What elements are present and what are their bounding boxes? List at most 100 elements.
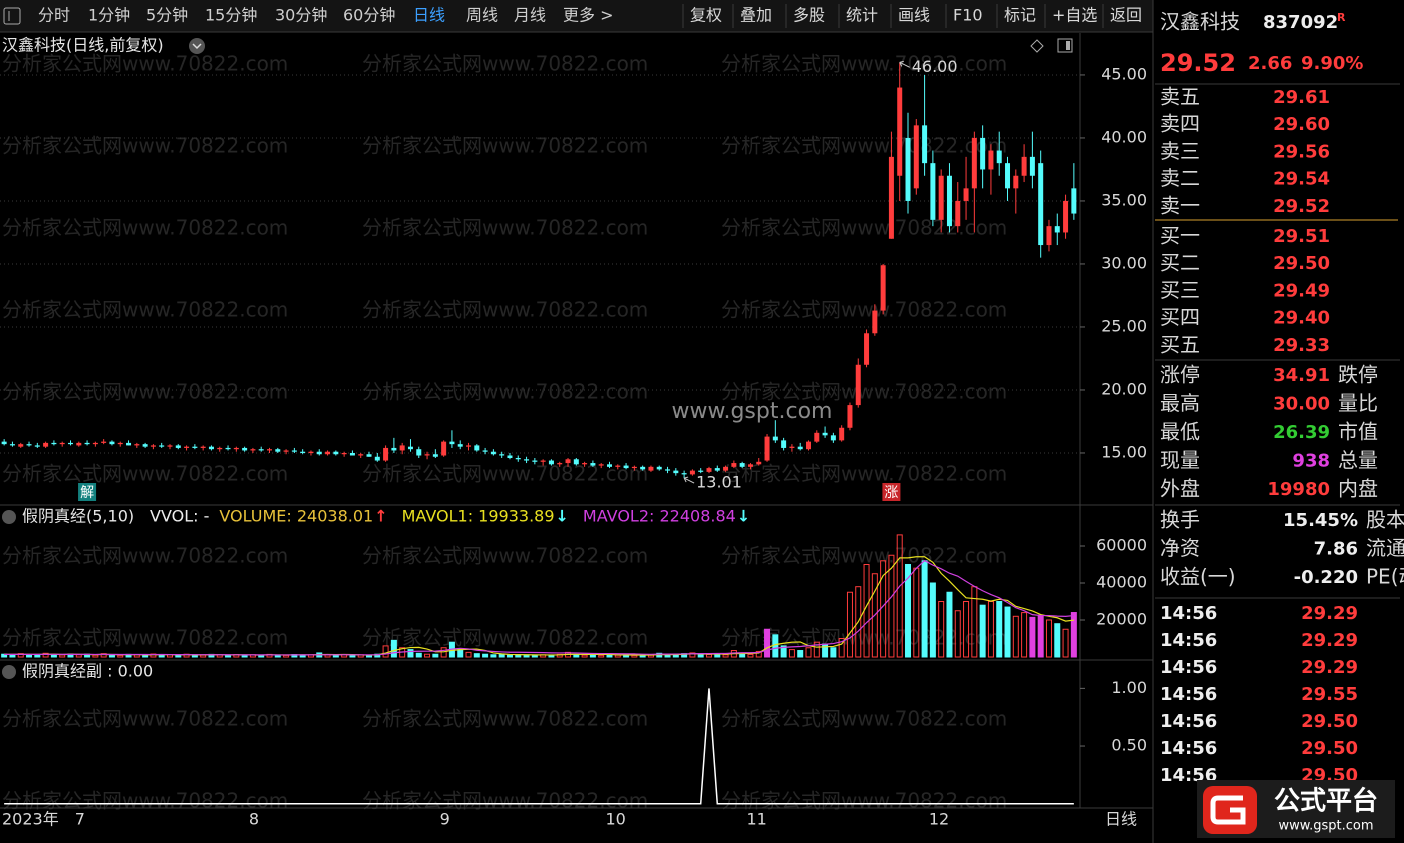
indicator-menu-icon[interactable] [2, 665, 16, 679]
tick-price: 29.50 [1301, 711, 1358, 732]
toolbar-button[interactable]: 画线 [898, 6, 930, 25]
indicator-menu-icon[interactable] [2, 510, 16, 524]
toolbar-button[interactable]: 返回 [1110, 6, 1142, 25]
volume-bar [705, 654, 712, 658]
panel-toggle-icon[interactable] [1057, 38, 1073, 53]
candle-body [781, 440, 787, 448]
candle-body [43, 442, 49, 447]
stat-label: 换手 [1160, 508, 1200, 532]
panel-toggle-fill [1066, 41, 1070, 50]
candle-body [192, 446, 198, 448]
candle-body [34, 445, 40, 447]
period-tab[interactable]: 5分钟 [146, 6, 188, 25]
candle-body [308, 451, 314, 453]
candle-body [341, 452, 347, 455]
candle-body [747, 464, 753, 467]
tick-price: 29.50 [1301, 738, 1358, 759]
watermark: 分析家公式网www.70822.com [362, 707, 648, 731]
volume-bar [490, 654, 497, 658]
watermark: 分析家公式网www.70822.com [2, 134, 288, 158]
period-tab[interactable]: 更多 > [563, 6, 614, 25]
candle-body [432, 454, 438, 457]
candle-body [731, 463, 737, 467]
event-marker-label: 解 [80, 485, 94, 501]
period-tab[interactable]: 分时 [38, 6, 70, 25]
candle-body [1021, 156, 1027, 176]
candle-body [383, 447, 389, 461]
volume-bar [946, 591, 953, 658]
period-tab[interactable]: 15分钟 [205, 6, 257, 25]
title-menu-icon[interactable] [189, 38, 205, 54]
candle-body [499, 454, 505, 456]
stat-label: 外盘 [1160, 477, 1200, 501]
candle-body [573, 459, 579, 465]
toolbar-button[interactable]: F10 [953, 6, 983, 25]
menu-icon[interactable] [3, 7, 21, 25]
volume-bar [755, 650, 762, 658]
candle-body [349, 452, 355, 456]
book-label: 买四 [1160, 305, 1200, 329]
x-tick-label: 9 [440, 810, 450, 829]
volume-bar [9, 654, 16, 658]
watermark: 分析家公式网www.70822.com [362, 134, 648, 158]
toolbar-button[interactable]: 复权 [690, 6, 722, 25]
volume-bar [780, 645, 787, 658]
book-label: 卖四 [1160, 112, 1200, 136]
candle-body [532, 460, 538, 462]
volume-bar [838, 637, 845, 658]
candle-body [540, 460, 546, 462]
legend-prefix: VVOL: - [150, 507, 209, 526]
chart-title: 假阴真经(5,10) [22, 507, 134, 526]
toolbar-button[interactable]: 标记 [1004, 6, 1036, 25]
price-change: 2.66 [1248, 53, 1292, 74]
book-label: 买二 [1160, 251, 1200, 275]
watermark: 分析家公式网www.70822.com [2, 626, 288, 650]
period-tab[interactable]: 1分钟 [88, 6, 130, 25]
candle-body [134, 444, 140, 446]
diamond-icon[interactable] [1030, 39, 1044, 53]
period-label: 日线 [1105, 810, 1137, 829]
period-tab[interactable]: 日线 [413, 6, 445, 25]
candle-body [101, 441, 107, 443]
event-marker[interactable] [78, 483, 97, 501]
candle-body [1013, 175, 1019, 189]
period-tab[interactable]: 月线 [514, 6, 546, 25]
logo-url: www.gspt.com [1278, 819, 1373, 834]
tick-time: 14:56 [1160, 738, 1217, 759]
stat-label: 最高 [1160, 391, 1200, 415]
book-label: 卖二 [1160, 166, 1200, 190]
candle-body [681, 473, 687, 475]
candle-body [474, 445, 480, 451]
volume-bar [407, 649, 414, 658]
candle-body [515, 458, 521, 460]
volume-bar [26, 654, 33, 658]
volume-bar [1, 653, 8, 658]
candle-body [673, 470, 679, 474]
toolbar-button[interactable]: 多股 [793, 6, 825, 25]
candle-body [167, 445, 173, 447]
x-tick-label: 11 [746, 810, 766, 829]
candle-body [1, 441, 7, 445]
period-tab[interactable]: 周线 [466, 6, 498, 25]
book-label: 买三 [1160, 278, 1200, 302]
legend-entry: VOLUME: 24038.01 [219, 507, 373, 526]
candle-body [631, 466, 637, 469]
volume-bar [1029, 616, 1036, 658]
toolbar-button[interactable]: 叠加 [740, 6, 772, 25]
event-marker[interactable] [882, 483, 901, 501]
toolbar-button[interactable]: 统计 [846, 6, 878, 25]
period-tab[interactable]: 30分钟 [275, 6, 327, 25]
volume-bar [830, 647, 837, 658]
candle-body [159, 445, 165, 447]
stat-value: -0.220 [1294, 567, 1358, 588]
toolbar-button[interactable]: +自选 [1052, 6, 1097, 25]
candle-body [706, 468, 712, 472]
tick-price: 29.29 [1301, 630, 1358, 651]
period-tab[interactable]: 60分钟 [343, 6, 395, 25]
candle-body [51, 442, 57, 445]
candle-body [1038, 163, 1044, 246]
volume-bar [1037, 614, 1044, 658]
tick-time: 14:56 [1160, 630, 1217, 651]
watermark: 分析家公式网www.70822.com [721, 544, 1007, 568]
